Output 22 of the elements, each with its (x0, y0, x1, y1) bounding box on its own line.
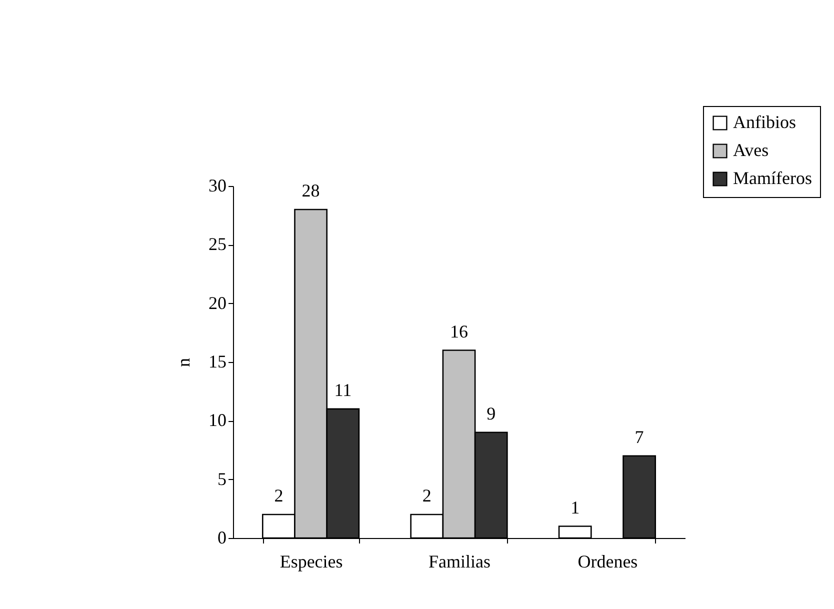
data-label: 9 (486, 403, 496, 424)
data-label: 2 (422, 486, 432, 506)
data-label: 16 (450, 321, 468, 342)
data-label: 7 (634, 426, 644, 447)
x-tick-label: Familias (428, 552, 490, 572)
y-tick-label: 10 (208, 410, 226, 430)
legend-label: Aves (733, 140, 769, 160)
legend-label: Mamíferos (733, 168, 812, 188)
y-tick-label: 20 (208, 292, 226, 313)
x-tick-label: Ordenes (578, 552, 638, 572)
y-tick-label: 25 (208, 234, 226, 254)
y-tick-label: 5 (218, 468, 226, 489)
x-tick-label: Especies (280, 552, 343, 572)
y-tick-label: 0 (218, 528, 226, 548)
data-label: 1 (570, 497, 580, 518)
data-label: 11 (334, 380, 352, 400)
y-tick-label: 30 (208, 176, 226, 196)
data-label: 2 (274, 486, 284, 506)
data-label: 28 (302, 180, 320, 200)
y-tick-label: 15 (208, 352, 226, 372)
legend-label: Anfibios (733, 112, 796, 132)
y-axis-title: n (174, 358, 194, 367)
